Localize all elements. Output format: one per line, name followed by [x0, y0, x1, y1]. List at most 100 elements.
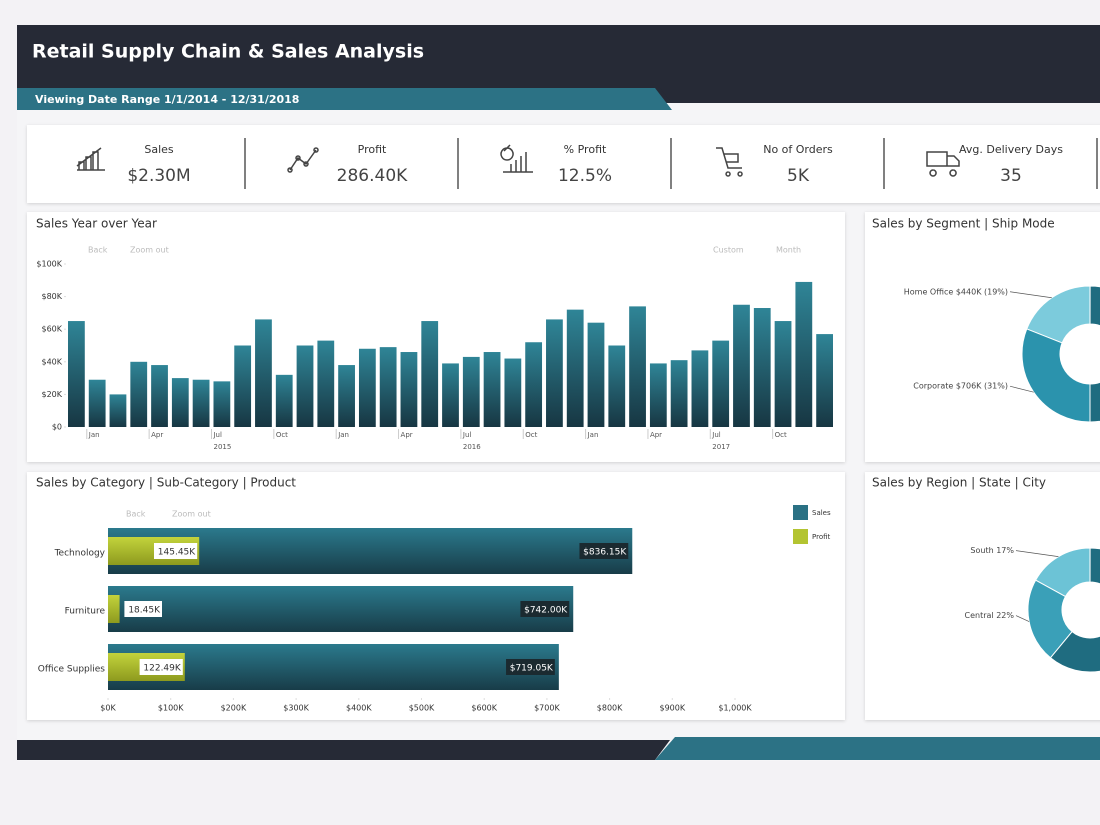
slice-label: South 17% [970, 546, 1014, 555]
bar [400, 352, 418, 427]
x-tick-label: $500K [409, 704, 435, 713]
x-tick-label: Jan [587, 431, 599, 439]
year-label: 2016 [463, 443, 481, 451]
sales-label: $719.05K [510, 664, 554, 674]
footer-left [17, 740, 670, 760]
bar [275, 374, 293, 427]
kpi-icon [287, 147, 319, 173]
bar [171, 378, 189, 427]
legend-label: Profit [812, 533, 831, 541]
kpi-value: 5K [787, 166, 810, 186]
label-box [153, 543, 198, 559]
x-tick-label: Jul [212, 431, 222, 439]
y-tick-label: $20K [41, 390, 62, 399]
chart-title: Sales by Segment | Ship Mode [872, 217, 1055, 231]
profit-label: 122.49K [143, 664, 181, 674]
donut-slice [1021, 328, 1091, 423]
bar [68, 321, 85, 427]
toolbar-item: Back [88, 246, 108, 255]
slice-label: Corporate $706K (31%) [913, 382, 1008, 391]
bar [338, 365, 355, 427]
kpi-icon [500, 144, 533, 173]
profit-label: 18.45K [128, 606, 161, 616]
x-tick-label: $1,000K [718, 704, 752, 713]
x-tick-label: $0K [100, 704, 116, 713]
dashboard-title: Retail Supply Chain & Sales Analysis [32, 41, 424, 63]
bar [462, 356, 480, 427]
bar [379, 347, 397, 427]
sales-label: $836.15K [583, 548, 627, 558]
leader-line [1009, 385, 1034, 393]
leader-line [1015, 550, 1059, 557]
chart-title: Sales by Region | State | City [872, 476, 1046, 490]
profit-label: 145.45K [158, 548, 196, 558]
sales-bar [108, 586, 574, 632]
toolbar-item: Zoom out [130, 246, 169, 255]
bar [733, 304, 750, 427]
bar [670, 360, 688, 427]
x-tick-label: Apr [151, 431, 163, 439]
legend-swatch [793, 529, 808, 544]
kpi-icon [716, 147, 743, 177]
date-band [17, 88, 672, 110]
chart-title: Sales by Category | Sub-Category | Produ… [36, 476, 296, 490]
x-tick-label: Jan [337, 431, 349, 439]
profit-bar [108, 595, 120, 623]
chart-title: Sales Year over Year [36, 217, 157, 231]
bar [192, 379, 210, 427]
bar [816, 334, 833, 427]
bar [442, 363, 459, 427]
donut-slice [1027, 579, 1073, 659]
bar [296, 345, 314, 427]
kpi-label: No of Orders [763, 143, 833, 156]
kpi-row: Sales $2.30M Profit 286.40K % Profit 12.5% No … [76, 138, 1098, 189]
kpi-value: $2.30M [127, 166, 190, 186]
legend-swatch [793, 505, 808, 520]
slice-label: Home Office $440K (19%) [904, 287, 1008, 296]
kpi-value: 12.5% [558, 166, 612, 186]
y-tick-label: $40K [41, 357, 62, 366]
bar [109, 394, 127, 427]
leader-line [1009, 291, 1052, 299]
x-tick-label: Jul [462, 431, 472, 439]
year-label: 2017 [712, 443, 730, 451]
year-label: 2015 [213, 443, 231, 451]
bar [774, 321, 792, 427]
bar [88, 379, 106, 427]
kpi-icon [926, 151, 960, 177]
date-range: Viewing Date Range 1/1/2014 - 12/31/2018 [35, 93, 299, 106]
y-tick-label: Office Supplies [38, 665, 106, 675]
slice-label: Central 22% [965, 611, 1015, 620]
y-tick-label: $80K [41, 292, 62, 301]
label-box [139, 659, 183, 675]
y-tick-label: Furniture [65, 607, 106, 617]
donut-rest [1049, 547, 1100, 673]
bar [587, 322, 605, 427]
legend-label: Sales [812, 509, 831, 517]
label-box [520, 601, 570, 617]
x-tick-label: $100K [158, 704, 184, 713]
bar [483, 352, 501, 427]
x-tick-label: Jan [88, 431, 100, 439]
x-tick-label: $400K [346, 704, 372, 713]
bar [649, 363, 667, 427]
x-tick-label: $200K [221, 704, 247, 713]
kpi-card [27, 125, 1100, 203]
kpi-label: Profit [358, 143, 387, 156]
bar [525, 342, 543, 427]
y-tick-label: $100K [36, 260, 62, 269]
bar [234, 345, 252, 427]
donut-rest [1089, 285, 1100, 423]
toolbar-item: Zoom out [172, 510, 211, 519]
label-box [506, 659, 555, 675]
bar [795, 281, 813, 427]
y-tick-label: $0 [52, 423, 62, 432]
x-tick-label: Apr [401, 431, 413, 439]
leader-line [1015, 615, 1030, 622]
bar [691, 350, 709, 427]
bar [608, 345, 626, 427]
x-tick-label: $800K [597, 704, 623, 713]
bar [421, 321, 439, 427]
header-tail [660, 88, 1100, 103]
